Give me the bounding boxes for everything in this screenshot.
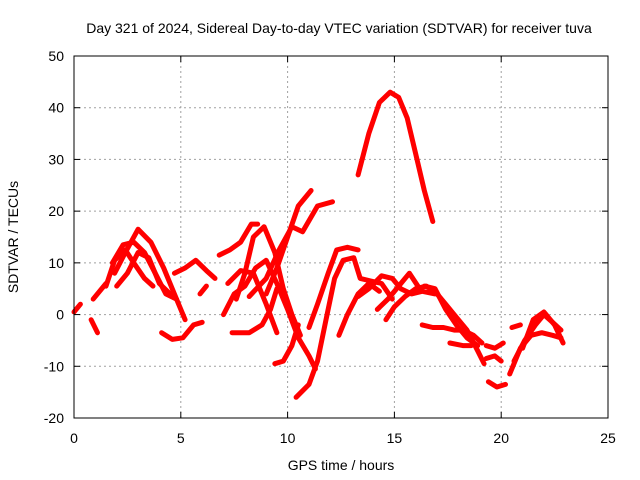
- axis-ticks: 0 5 10 15 20 25 -20 -10 0 10 20 30 40 50: [44, 48, 616, 446]
- series-arc-18: [272, 322, 301, 367]
- series-arc-7: [114, 250, 173, 297]
- y-axis-title: SDTVAR / TECUs: [5, 181, 21, 293]
- y-tick-label: -10: [44, 358, 64, 374]
- plot-frame: [73, 55, 609, 419]
- y-tick-label: -20: [44, 410, 64, 426]
- x-tick-label: 20: [493, 430, 509, 446]
- series-arc-1: [71, 301, 83, 315]
- series-arc-35: [520, 309, 566, 351]
- x-tick-label: 5: [177, 430, 185, 446]
- series-arc-28: [447, 340, 474, 349]
- series-arc-27: [419, 322, 485, 346]
- series-arc-17: [263, 188, 314, 297]
- series-arc-31: [485, 379, 508, 390]
- y-tick-label: 30: [48, 151, 64, 167]
- series-arc-24: [374, 270, 421, 312]
- series-arc-15: [233, 224, 303, 338]
- y-tick-label: 10: [48, 255, 64, 271]
- series-arc-22: [355, 273, 438, 299]
- series-arc-29: [483, 340, 506, 351]
- chart-title: Day 321 of 2024, Sidereal Day-to-day VTE…: [86, 20, 592, 36]
- series-arc-30: [483, 353, 504, 364]
- y-tick-label: 0: [56, 307, 64, 323]
- series-arc-11: [216, 221, 261, 258]
- x-axis-title: GPS time / hours: [288, 457, 395, 473]
- x-tick-label: 0: [70, 430, 78, 446]
- x-tick-label: 25: [600, 430, 616, 446]
- series-group: [71, 89, 566, 400]
- y-tick-label: 20: [48, 203, 64, 219]
- series-arc-34: [509, 322, 523, 330]
- series-arc-23: [355, 89, 436, 224]
- series-arc-26: [421, 283, 481, 349]
- series-arc-9: [171, 257, 218, 281]
- y-tick-label: 40: [48, 100, 64, 116]
- y-tick-label: 50: [48, 48, 64, 64]
- series-arc-13: [229, 286, 280, 336]
- x-tick-label: 10: [280, 430, 296, 446]
- series-arc-20: [306, 244, 361, 330]
- series-arc-5: [109, 239, 179, 302]
- series-arc-10: [197, 283, 209, 297]
- series-arc-2: [88, 317, 100, 336]
- series-arc-6: [112, 226, 188, 323]
- series-arc-8: [159, 319, 205, 342]
- series-arc-14: [225, 268, 280, 336]
- x-tick-label: 15: [387, 430, 403, 446]
